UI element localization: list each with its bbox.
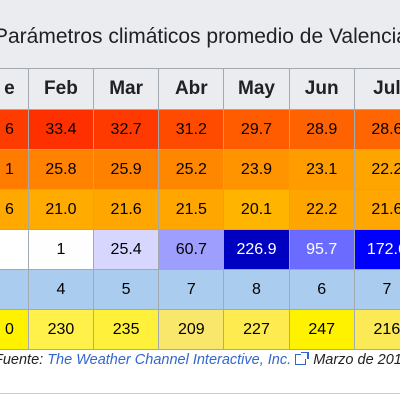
table-cell: 230	[27, 309, 95, 350]
table-cell: 4	[27, 269, 95, 310]
table-cell: 25.8	[27, 149, 95, 190]
header-cell-may: May	[223, 68, 290, 110]
table-cell: 7	[353, 269, 400, 310]
table-cell: 226.9	[223, 229, 290, 270]
table-cell: 172.6	[353, 229, 400, 270]
table-cell: 6	[0, 189, 29, 230]
table-cell: 21.5	[158, 189, 225, 230]
source-prefix: Fuente:	[0, 352, 44, 368]
table-cell: 32.7	[93, 109, 160, 150]
table-cell: 25.2	[158, 149, 225, 190]
table-cell: 29.7	[223, 109, 290, 150]
source-link[interactable]: The Weather Channel Interactive, Inc.	[47, 352, 292, 368]
table-cell: 25.4	[93, 229, 160, 270]
external-link-icon	[295, 352, 310, 365]
header-cell-mar: Mar	[93, 68, 160, 110]
table-cell: 23.9	[223, 149, 290, 190]
header-row: e Feb Mar Abr May Jun Jul	[0, 68, 400, 110]
table-row: 0 230 235 209 227 247 216	[0, 309, 400, 350]
table-cell: 22.2	[353, 149, 400, 190]
table-row: 6 21.0 21.6 21.5 20.1 22.2 21.6	[0, 189, 400, 230]
table-title: Parámetros climáticos promedio de Valenc…	[0, 0, 400, 68]
divider	[0, 393, 400, 394]
table-cell: 247	[288, 309, 355, 350]
table-cell: 28.6	[353, 109, 400, 150]
table-row: 6 33.4 32.7 31.2 29.7 28.9 28.6	[0, 109, 400, 150]
table-cell: 6	[288, 269, 355, 310]
table-cell: 22.2	[288, 189, 355, 230]
table-cell: 31.2	[158, 109, 225, 150]
table-cell: 5	[93, 269, 160, 310]
header-cell-jan: e	[0, 68, 29, 110]
table-cell: 28.9	[288, 109, 355, 150]
table-cell: 21.6	[353, 189, 400, 230]
header-cell-jul: Jul	[353, 68, 400, 110]
table-cell: 209	[158, 309, 225, 350]
table-cell: 8	[223, 269, 290, 310]
table-cell: 25.9	[93, 149, 160, 190]
table-row: 1 25.8 25.9 25.2 23.9 23.1 22.2	[0, 149, 400, 190]
table-cell: 1	[0, 149, 29, 190]
table-cell: 1	[27, 229, 95, 270]
table-cell: 7	[158, 269, 225, 310]
header-cell-feb: Feb	[27, 68, 95, 110]
table-cell	[0, 269, 29, 310]
table-cell: 235	[93, 309, 160, 350]
table-cell: 6	[0, 109, 29, 150]
table-cell: 23.1	[288, 149, 355, 190]
header-cell-jun: Jun	[288, 68, 355, 110]
table-cell: 0	[0, 309, 29, 350]
header-cell-apr: Abr	[158, 68, 225, 110]
table-cell	[0, 229, 29, 270]
table-cell: 20.1	[223, 189, 290, 230]
table-cell: 21.6	[93, 189, 160, 230]
table-cell: 21.0	[27, 189, 95, 230]
table-cell: 227	[223, 309, 290, 350]
source-date: Marzo de 2011	[313, 352, 400, 368]
table-cell: 33.4	[27, 109, 95, 150]
climate-table: e Feb Mar Abr May Jun Jul 6 33.4 32.7 31.2 2…	[0, 68, 400, 350]
table-cell: 95.7	[288, 229, 355, 270]
source-note: Fuente: The Weather Channel Interactive,…	[0, 352, 400, 378]
table-cell: 60.7	[158, 229, 225, 270]
table-cell: 216	[353, 309, 400, 350]
